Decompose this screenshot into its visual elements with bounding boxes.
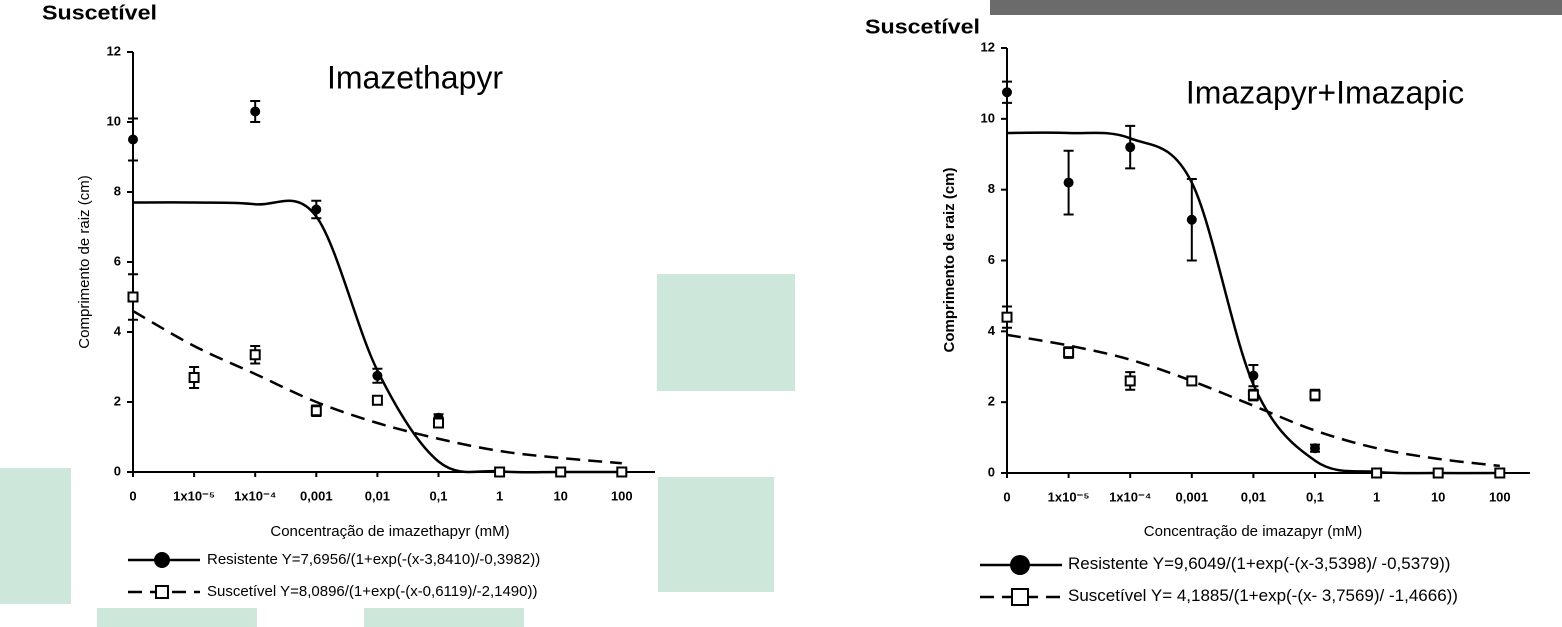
point (1186, 214, 1197, 225)
point (1371, 467, 1383, 479)
legend-name: Resistente (207, 551, 278, 568)
y-tick-label: 12 (107, 43, 121, 58)
point (1063, 177, 1074, 188)
decor-block (658, 477, 774, 592)
point (433, 417, 444, 429)
point (1494, 467, 1506, 479)
x-tick-label: 0 (129, 488, 136, 503)
y-tick-label: 12 (981, 39, 995, 54)
legend-equation: Y=8,0896/(1+exp(-(x-0,6119)/-2,1490)) (280, 583, 537, 600)
x-tick-label: 0,001 (300, 488, 333, 503)
point (1001, 311, 1013, 323)
point (616, 466, 628, 478)
y-tick-label: 0 (988, 464, 995, 479)
x-tick-label: 10 (553, 488, 567, 503)
y-axis-label: Comprimento de raiz (cm) (941, 167, 958, 352)
point (1310, 443, 1320, 454)
point (188, 372, 200, 383)
decor-block (657, 274, 795, 391)
x-tick-label: 1x10⁻⁵ (173, 488, 215, 503)
x-tick-label: 1x10⁻⁵ (1048, 489, 1090, 504)
point (1125, 142, 1136, 153)
legend-label: Resistente Y=7,6956/(1+exp(-(x-3,8410)/-… (207, 551, 540, 568)
y-tick-label: 10 (981, 110, 995, 125)
y-tick-label: 8 (114, 183, 121, 198)
legend-equation: Y=9,6049/(1+exp(-(x-3,5398)/ -0,5379)) (1153, 554, 1451, 573)
y-tick-label: 6 (988, 252, 995, 267)
y-axis-label: Comprimento de raiz (cm) (76, 175, 93, 348)
point (249, 349, 261, 361)
chart-title: Imazapyr+Imazapic (1186, 74, 1464, 110)
point (371, 394, 383, 406)
legend-marker (1010, 555, 1030, 575)
x-axis-label: Concentração de imazapyr (mM) (1144, 523, 1362, 540)
fit-curve (132, 199, 622, 474)
x-tick-label: 1 (496, 488, 503, 503)
point (1247, 389, 1259, 401)
header: Suscetível (865, 16, 980, 38)
photo-strip (990, 0, 1562, 15)
fit-curve (1006, 131, 1500, 475)
point (1186, 375, 1198, 387)
fit-curve (1006, 333, 1500, 468)
point (1002, 87, 1012, 98)
x-axis-label: Concentração de imazethapyr (mM) (270, 523, 509, 540)
y-tick-label: 2 (114, 393, 121, 408)
decor-block (97, 608, 257, 627)
legend-equation: Y=7,6956/(1+exp(-(x-3,8410)/-0,3982)) (282, 551, 540, 568)
legend-name: Resistente (1068, 554, 1148, 573)
x-tick-label: 1x10⁻⁴ (1109, 489, 1151, 504)
x-tick-label: 0,01 (1241, 489, 1266, 504)
x-tick-label: 100 (1489, 489, 1511, 504)
legend-marker (1011, 588, 1029, 606)
legend-name: Suscetível (1068, 586, 1146, 605)
x-tick-label: 0,001 (1176, 489, 1209, 504)
y-tick-label: 6 (114, 253, 121, 268)
y-tick-label: 8 (988, 181, 995, 196)
x-tick-label: 10 (1431, 489, 1445, 504)
x-tick-label: 0,1 (429, 488, 447, 503)
legend-marker (154, 552, 170, 568)
y-tick-label: 10 (107, 113, 121, 128)
point (1248, 370, 1259, 381)
y-tick-label: 4 (114, 323, 122, 338)
y-tick-label: 0 (114, 463, 121, 478)
y-tick-label: 2 (988, 394, 995, 409)
decor-block (0, 468, 71, 604)
x-tick-label: 100 (611, 488, 633, 503)
legend-label: Suscetível Y=8,0896/(1+exp(-(x-0,6119)/-… (207, 583, 537, 600)
legend-label: Resistente Y=9,6049/(1+exp(-(x-3,5398)/ … (1068, 554, 1450, 573)
chart-title: Imazethapyr (327, 59, 503, 95)
point (1063, 347, 1075, 359)
decor-block (364, 608, 524, 627)
point (372, 370, 383, 381)
point (128, 134, 138, 145)
legend-marker (155, 585, 169, 599)
point (494, 466, 506, 478)
point (310, 405, 322, 417)
point (555, 466, 567, 478)
x-tick-label: 1x10⁻⁴ (234, 488, 276, 503)
point (1432, 467, 1444, 479)
x-tick-label: 0,01 (365, 488, 390, 503)
legend-name: Suscetível (207, 583, 276, 600)
fit-curve (132, 309, 622, 465)
legend-label: Suscetível Y= 4,1885/(1+exp(-(x- 3,7569)… (1068, 586, 1458, 605)
x-tick-label: 0 (1003, 489, 1010, 504)
point (250, 106, 261, 117)
y-tick-label: 4 (988, 323, 996, 338)
legend-equation: Y= 4,1885/(1+exp(-(x- 3,7569)/ -1,4666)) (1151, 586, 1458, 605)
point (127, 291, 139, 303)
point (1309, 389, 1321, 401)
point (1124, 375, 1136, 387)
header: Suscetível (42, 2, 157, 24)
x-tick-label: 0,1 (1306, 489, 1324, 504)
point (311, 204, 322, 215)
x-tick-label: 1 (1373, 489, 1380, 504)
